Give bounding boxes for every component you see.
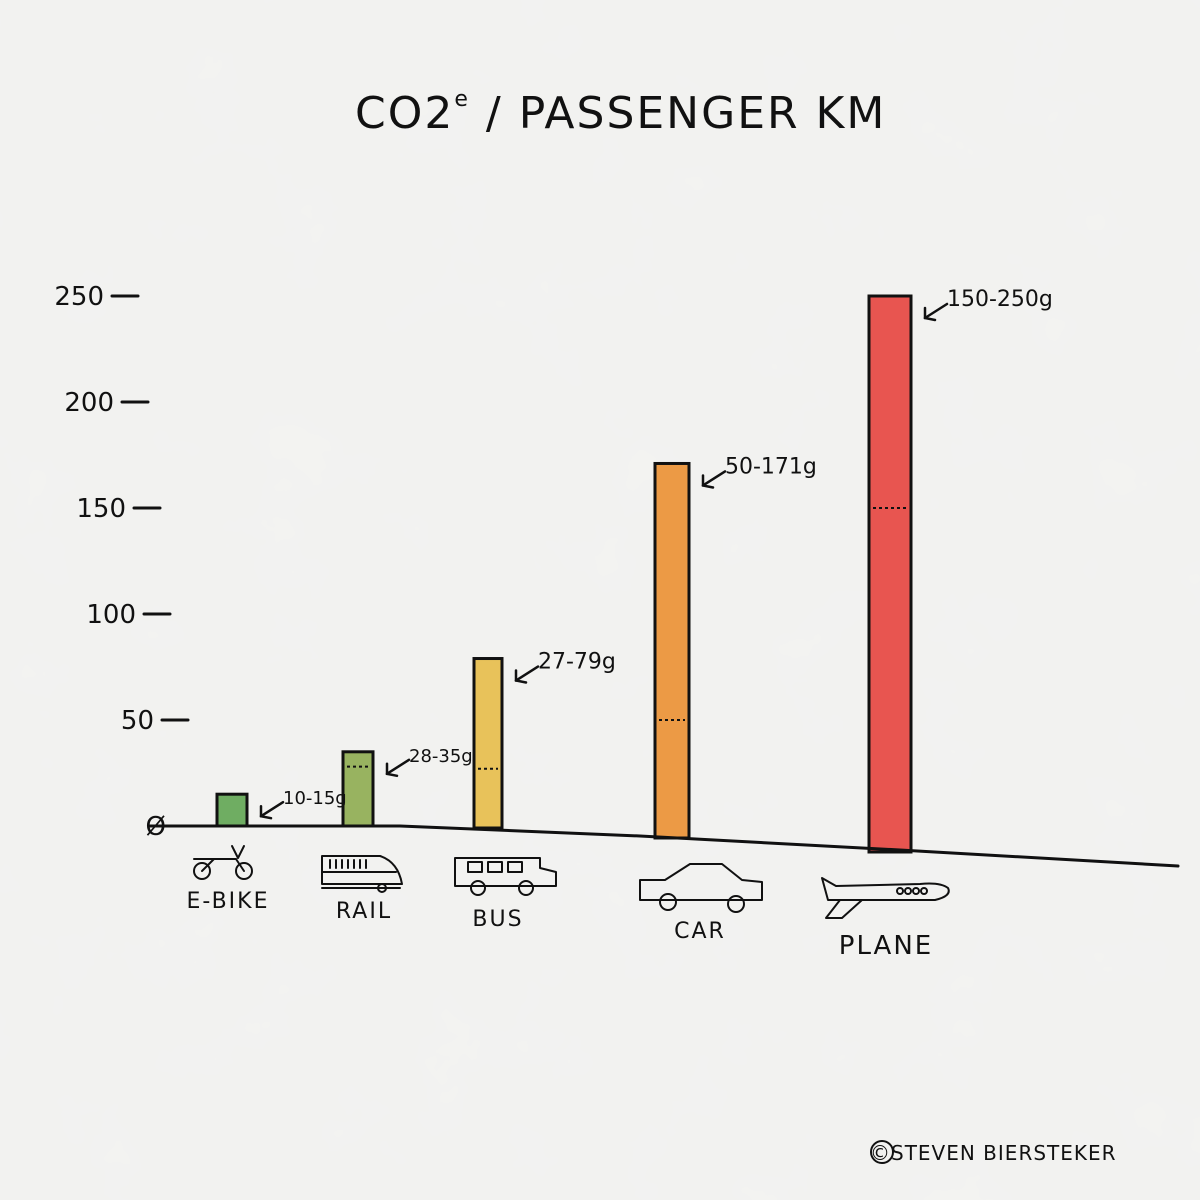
- bar-bus: [472, 657, 504, 830]
- car-icon: [639, 863, 763, 913]
- range-label: 27-79g: [538, 650, 616, 675]
- y-tick-label: 100: [86, 600, 136, 630]
- y-tick-label: 150: [76, 494, 126, 524]
- annotation-arrow: [514, 665, 540, 682]
- category-label: PLANE: [839, 931, 933, 961]
- copyright-icon: [870, 1140, 894, 1164]
- category-label: CAR: [674, 919, 726, 944]
- bus-icon: [454, 857, 557, 896]
- rail-icon: [321, 855, 403, 893]
- annotation-arrow: [385, 758, 411, 776]
- range-label: 150-250g: [947, 287, 1053, 312]
- annotation-arrowhead: [259, 804, 273, 820]
- y-tick-label: 200: [64, 388, 114, 418]
- bar-plane: [867, 294, 913, 854]
- range-label: 28-35g: [409, 746, 473, 767]
- credit: ©STEVEN BIERSTEKER: [870, 1140, 1117, 1165]
- bar-car: [653, 461, 691, 840]
- annotation-arrowhead: [701, 474, 715, 489]
- range-label: 10-15g: [283, 788, 347, 809]
- annotation-arrow: [701, 470, 727, 487]
- category-labels: E-BIKE RAIL BUS CAR PLANE: [187, 889, 933, 961]
- annotation-arrow: [259, 800, 285, 818]
- credit-text: ©STEVEN BIERSTEKER: [870, 1141, 1117, 1165]
- annotation-arrowhead: [514, 669, 528, 684]
- chart-title: CO2e / PASSENGER KM: [355, 87, 886, 139]
- category-label: BUS: [472, 907, 523, 932]
- annotation-arrowhead: [385, 762, 399, 778]
- title-superscript: e: [454, 87, 470, 112]
- title-rest: / PASSENGER KM: [470, 88, 886, 139]
- bar-rail: [341, 750, 375, 828]
- e-bike-icon: [193, 845, 253, 880]
- annotation-arrowhead: [923, 306, 937, 322]
- plane-icon: [821, 877, 950, 919]
- vehicle-icons: [193, 845, 950, 919]
- y-tick-label: 50: [121, 706, 154, 736]
- category-label: RAIL: [336, 899, 392, 924]
- range-label: 50-171g: [725, 454, 817, 479]
- baseline: [148, 824, 1180, 868]
- annotation-arrow: [923, 302, 949, 320]
- y-tick-label: 250: [54, 282, 104, 312]
- title-main: CO2: [355, 88, 454, 139]
- annotations: 10-15g 28-35g 27-79g 50-171g 150-250g: [259, 287, 1053, 820]
- category-label: E-BIKE: [187, 889, 270, 914]
- bar-e-bike: [215, 792, 249, 828]
- bars: [215, 294, 913, 854]
